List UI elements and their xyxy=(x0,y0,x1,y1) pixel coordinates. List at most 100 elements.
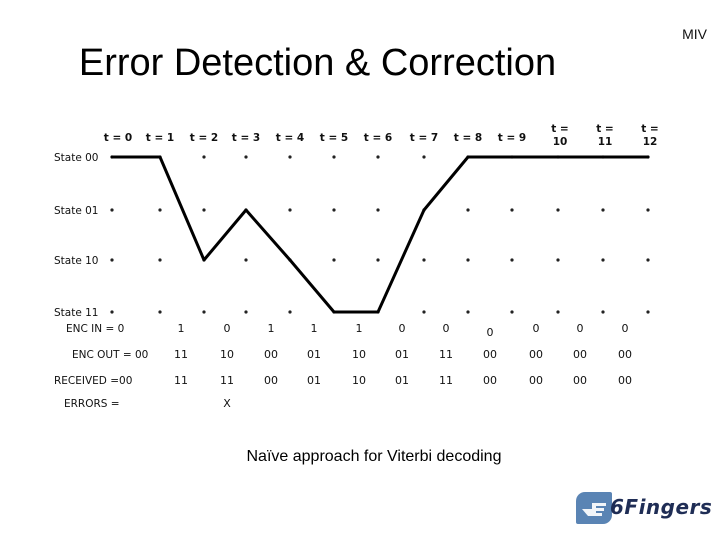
trellis-node xyxy=(158,208,162,212)
trellis-node xyxy=(202,155,206,159)
trellis-node xyxy=(288,208,292,212)
trellis-node xyxy=(422,258,426,262)
time-label: t = 3 xyxy=(232,132,260,144)
viterbi-trellis-diagram: t = 0 t = 1 t = 2 t = 3 t = 4 t = 5 t = 6 t = 7… xyxy=(54,123,659,410)
time-label: t = 4 xyxy=(276,132,304,144)
time-label: t = 9 xyxy=(498,132,526,144)
trellis-node xyxy=(110,310,114,314)
trellis-node xyxy=(244,155,248,159)
table-cell: X xyxy=(223,397,231,410)
table-cell: 00 xyxy=(264,374,278,387)
trellis-nodes xyxy=(110,155,650,314)
trellis-node xyxy=(332,155,336,159)
table-cell: 0 xyxy=(443,322,450,335)
trellis-node xyxy=(110,258,114,262)
table-cell: 0 xyxy=(399,322,406,335)
table-cell: 11 xyxy=(174,348,188,361)
state-label: State 01 xyxy=(54,205,99,217)
trellis-node xyxy=(510,310,514,314)
table-cell: 1 xyxy=(268,322,275,335)
logo-text: 6Fingers xyxy=(610,495,713,519)
trellis-node xyxy=(510,258,514,262)
trellis-node xyxy=(376,155,380,159)
table-cell: 00 xyxy=(529,374,543,387)
time-label: t = 2 xyxy=(190,132,218,144)
table-cell: 00 xyxy=(573,348,587,361)
table-cell: 0 xyxy=(487,326,494,339)
trellis-node xyxy=(422,310,426,314)
brand-logo: 6Fingers xyxy=(576,492,712,524)
trellis-node xyxy=(110,208,114,212)
table-row-label: ERRORS = xyxy=(64,398,120,410)
trellis-node xyxy=(376,208,380,212)
time-step-headers: t = 0 t = 1 t = 2 t = 3 t = 4 t = 5 t = 6 t = 7… xyxy=(104,123,659,148)
time-label: t = 1 xyxy=(146,132,174,144)
table-cell: 1 xyxy=(356,322,363,335)
trellis-node xyxy=(466,258,470,262)
trellis-node xyxy=(202,208,206,212)
trellis-node xyxy=(332,258,336,262)
state-labels: State 00 State 01 State 10 State 11 xyxy=(54,152,99,319)
corner-tag: MIV xyxy=(682,26,707,42)
table-cell: 0 xyxy=(533,322,540,335)
table-cell: 00 xyxy=(573,374,587,387)
table-cell: 11 xyxy=(220,374,234,387)
table-cell: 11 xyxy=(174,374,188,387)
time-label: t = 7 xyxy=(410,132,438,144)
time-label: t = 10 xyxy=(551,123,568,148)
trellis-node xyxy=(376,258,380,262)
trellis-node xyxy=(556,310,560,314)
time-label: t = 12 xyxy=(641,123,658,148)
table-cell: 00 xyxy=(264,348,278,361)
table-cell: 00 xyxy=(618,348,632,361)
trellis-node xyxy=(244,310,248,314)
time-label: t = 6 xyxy=(364,132,392,144)
trellis-node xyxy=(556,208,560,212)
table-cell: 0 xyxy=(224,322,231,335)
table-cell: 00 xyxy=(483,348,497,361)
trellis-node xyxy=(466,310,470,314)
table-cell: 0 xyxy=(577,322,584,335)
trellis-node xyxy=(158,258,162,262)
trellis-node xyxy=(288,155,292,159)
slide-caption: Naïve approach for Viterbi decoding xyxy=(246,448,502,465)
state-label: State 11 xyxy=(54,307,99,319)
trellis-node xyxy=(601,258,605,262)
trellis-node xyxy=(288,310,292,314)
trellis-node xyxy=(646,208,650,212)
table-cell: 01 xyxy=(307,374,321,387)
table-cell: 11 xyxy=(439,348,453,361)
table-row-label: ENC OUT = 00 xyxy=(72,349,148,361)
trellis-node xyxy=(202,310,206,314)
table-cell: 01 xyxy=(395,348,409,361)
table-cell: 1 xyxy=(311,322,318,335)
state-label: State 00 xyxy=(54,152,99,164)
trellis-node xyxy=(556,258,560,262)
time-label: t = 0 xyxy=(104,132,132,144)
trellis-node xyxy=(646,310,650,314)
table-cell: 1 xyxy=(178,322,185,335)
time-label: t = 8 xyxy=(454,132,482,144)
decoded-path xyxy=(110,155,650,314)
table-cell: 11 xyxy=(439,374,453,387)
trellis-node xyxy=(422,155,426,159)
table-cell: 00 xyxy=(483,374,497,387)
table-row-label: ENC IN = 0 xyxy=(66,323,124,335)
trellis-node xyxy=(646,258,650,262)
trellis-node xyxy=(601,208,605,212)
table-cell: 10 xyxy=(352,374,366,387)
table-cell: 10 xyxy=(352,348,366,361)
trellis-node xyxy=(332,208,336,212)
time-label: t = 5 xyxy=(320,132,348,144)
trellis-node xyxy=(158,310,162,314)
slide-title: Error Detection & Correction xyxy=(78,42,557,84)
table-cell: 00 xyxy=(618,374,632,387)
state-label: State 10 xyxy=(54,255,99,267)
table-cell: 01 xyxy=(307,348,321,361)
trellis-node xyxy=(244,258,248,262)
table-row-label: RECEIVED =00 xyxy=(54,375,132,387)
table-cell: 00 xyxy=(529,348,543,361)
table-cell: 10 xyxy=(220,348,234,361)
trellis-node xyxy=(466,208,470,212)
trellis-node xyxy=(601,310,605,314)
